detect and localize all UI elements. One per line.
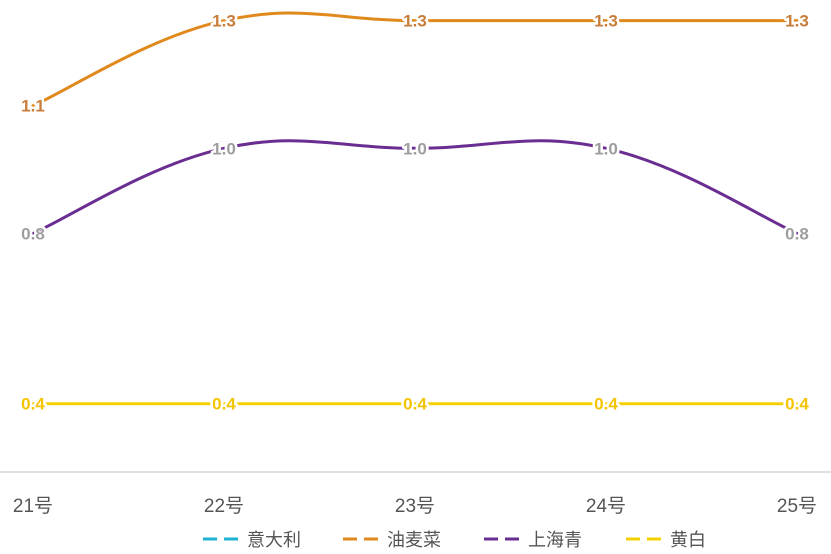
data-label: 0.4 — [785, 395, 809, 414]
data-label: 1.0 — [594, 139, 618, 158]
data-label: 1.3 — [594, 12, 618, 31]
x-tick-label: 22号 — [204, 496, 244, 517]
data-label: 0.4 — [212, 395, 236, 414]
legend-label: 黄白 — [670, 530, 706, 550]
data-label: 1.1 — [21, 97, 45, 116]
x-tick-label: 23号 — [395, 496, 435, 517]
data-label: 1.3 — [785, 12, 809, 31]
data-label: 1.0 — [212, 139, 236, 158]
data-label: 0.8 — [785, 224, 809, 243]
x-tick-label: 25号 — [777, 496, 817, 517]
x-axis-ticks: 21号 22号 23号 24号 25号 — [13, 496, 817, 517]
legend-item[interactable]: 黄白 — [626, 530, 706, 550]
series-lines — [31, 11, 799, 406]
data-label: 1.3 — [212, 12, 236, 31]
legend-item[interactable]: 上海青 — [484, 530, 582, 550]
data-label: 1.0 — [403, 139, 427, 158]
series-line — [31, 139, 799, 235]
x-tick-label: 24号 — [586, 496, 626, 517]
legend-label: 油麦菜 — [387, 530, 441, 550]
legend[interactable]: 意大利 油麦菜 上海青 黄白 — [203, 530, 706, 550]
legend-label: 意大利 — [247, 530, 301, 550]
x-tick-label: 21号 — [13, 496, 53, 517]
data-labels: 1.1 1.3 1.3 1.3 1.3 0.8 1.0 1.0 1.0 0.8 0.4 0.4 0.4 0… — [19, 9, 812, 416]
data-label: 0.8 — [21, 224, 45, 243]
legend-item[interactable]: 油麦菜 — [343, 530, 441, 550]
data-label: 0.4 — [594, 395, 618, 414]
legend-label: 上海青 — [528, 530, 582, 550]
data-label: 0.4 — [21, 395, 45, 414]
data-label: 1.3 — [403, 12, 427, 31]
legend-item[interactable]: 意大利 — [203, 530, 301, 550]
data-label: 0.4 — [403, 395, 427, 414]
series-line — [31, 11, 799, 108]
